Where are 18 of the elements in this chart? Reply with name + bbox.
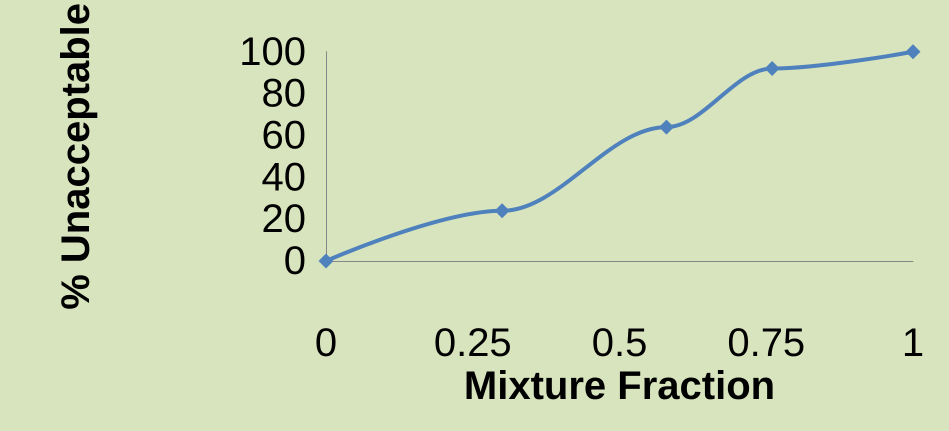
y-tick-label: 0 xyxy=(284,239,306,283)
y-tick-label: 80 xyxy=(262,72,306,116)
point xyxy=(906,44,920,60)
y-tick-label: 100 xyxy=(239,30,306,74)
x-axis-title: Mixture Fraction xyxy=(464,364,776,408)
x-tick-label: 0.75 xyxy=(727,321,806,365)
x-tick-label: 0 xyxy=(314,321,338,365)
x-tick-label: 0.25 xyxy=(434,321,512,365)
point xyxy=(658,120,674,135)
point xyxy=(494,203,510,218)
point xyxy=(318,254,334,268)
y-axis-title: % Unacceptable xyxy=(54,3,98,310)
y-tick-label: 60 xyxy=(262,113,306,158)
y-tick-label: 40 xyxy=(262,155,306,200)
x-tick-label: 0.5 xyxy=(592,321,648,365)
x-tick-label: 1 xyxy=(902,321,924,365)
y-tick-label: 20 xyxy=(262,197,306,242)
point xyxy=(764,61,780,76)
